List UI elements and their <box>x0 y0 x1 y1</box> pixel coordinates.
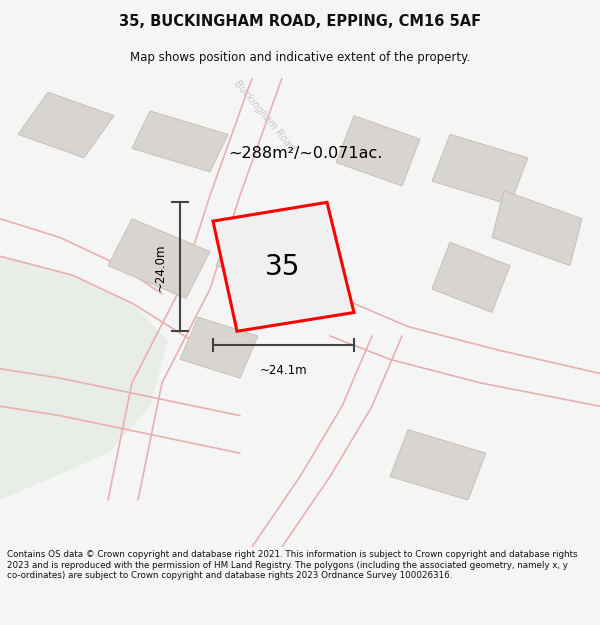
Polygon shape <box>0 256 168 500</box>
Polygon shape <box>213 202 354 331</box>
Text: Map shows position and indicative extent of the property.: Map shows position and indicative extent… <box>130 51 470 64</box>
Polygon shape <box>108 219 210 298</box>
Text: Buckingham Road: Buckingham Road <box>232 78 296 153</box>
Text: ~24.1m: ~24.1m <box>260 364 307 377</box>
Polygon shape <box>132 111 228 172</box>
Polygon shape <box>492 191 582 266</box>
Polygon shape <box>216 223 294 284</box>
Polygon shape <box>336 116 420 186</box>
Text: Contains OS data © Crown copyright and database right 2021. This information is : Contains OS data © Crown copyright and d… <box>7 550 578 580</box>
Text: ~288m²/~0.071ac.: ~288m²/~0.071ac. <box>228 146 382 161</box>
Polygon shape <box>18 92 114 158</box>
Text: 35: 35 <box>265 253 301 281</box>
Text: ~24.0m: ~24.0m <box>154 243 167 291</box>
Text: 35, BUCKINGHAM ROAD, EPPING, CM16 5AF: 35, BUCKINGHAM ROAD, EPPING, CM16 5AF <box>119 14 481 29</box>
Polygon shape <box>432 134 528 205</box>
Polygon shape <box>180 317 258 378</box>
Polygon shape <box>390 430 486 500</box>
Polygon shape <box>432 242 510 312</box>
